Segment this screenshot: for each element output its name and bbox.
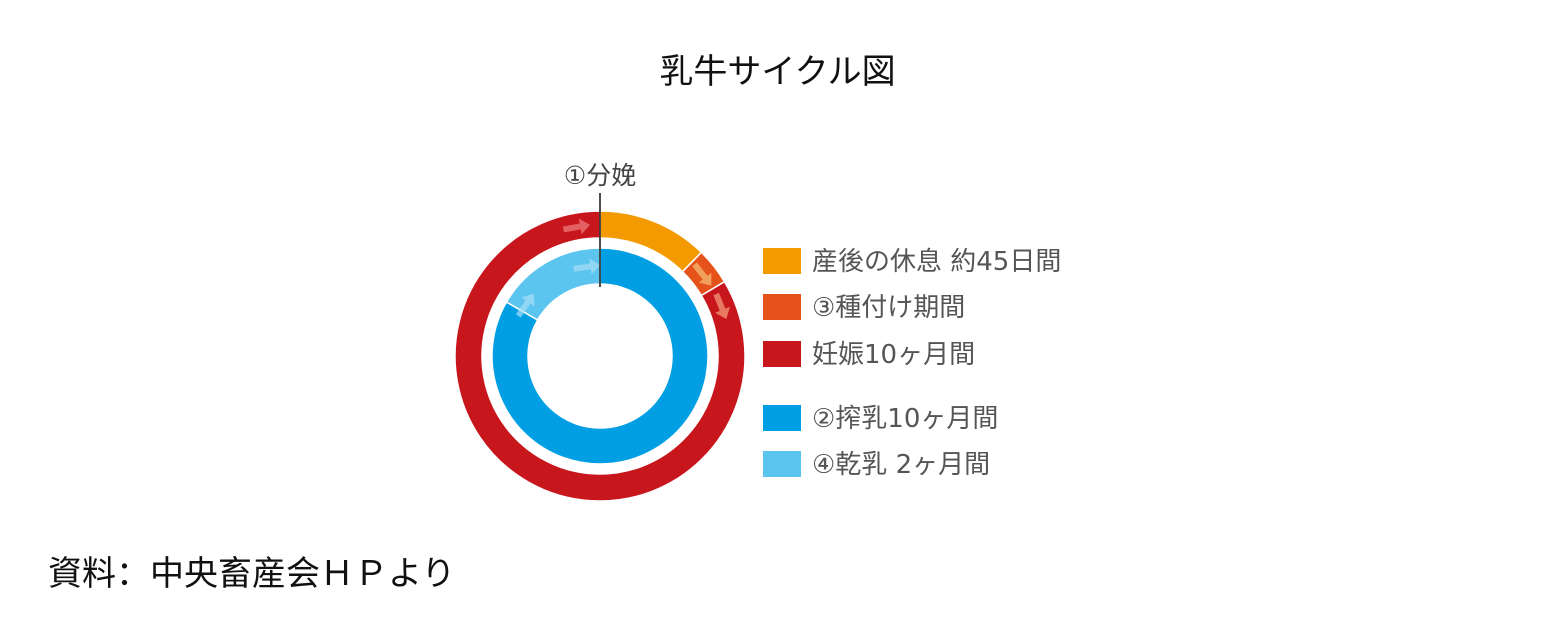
inner-arrow-2 xyxy=(515,293,535,318)
legend-label-pregnancy: 妊娠10ヶ月間 xyxy=(812,340,976,370)
legend-label-milking: ②搾乳10ヶ月間 xyxy=(812,404,999,434)
legend-swatch-breeding xyxy=(763,294,801,320)
cycle-arrows xyxy=(515,218,731,319)
legend-label-rest: 産後の休息 約45日間 xyxy=(812,247,1062,277)
outer-arrow-2 xyxy=(692,262,712,286)
calving-label: ①分娩 xyxy=(564,161,636,190)
legend-swatch-rest xyxy=(763,248,801,274)
legend-label-dry: ④乾乳 2ヶ月間 xyxy=(812,450,991,480)
legend-swatch-pregnancy xyxy=(763,341,801,367)
legend-swatch-dry xyxy=(763,451,801,477)
inner-arrow-1 xyxy=(573,258,601,275)
source-note: 資料：中央畜産会ＨＰより xyxy=(48,554,456,594)
inner-ring-segment-0 xyxy=(491,247,709,465)
legend-swatch-milking xyxy=(763,405,801,431)
outer-arrow-1 xyxy=(562,218,591,235)
legend-label-breeding: ③種付け期間 xyxy=(812,293,966,323)
outer-arrow-3 xyxy=(713,292,731,319)
chart-title: 乳牛サイクル図 xyxy=(659,52,896,92)
